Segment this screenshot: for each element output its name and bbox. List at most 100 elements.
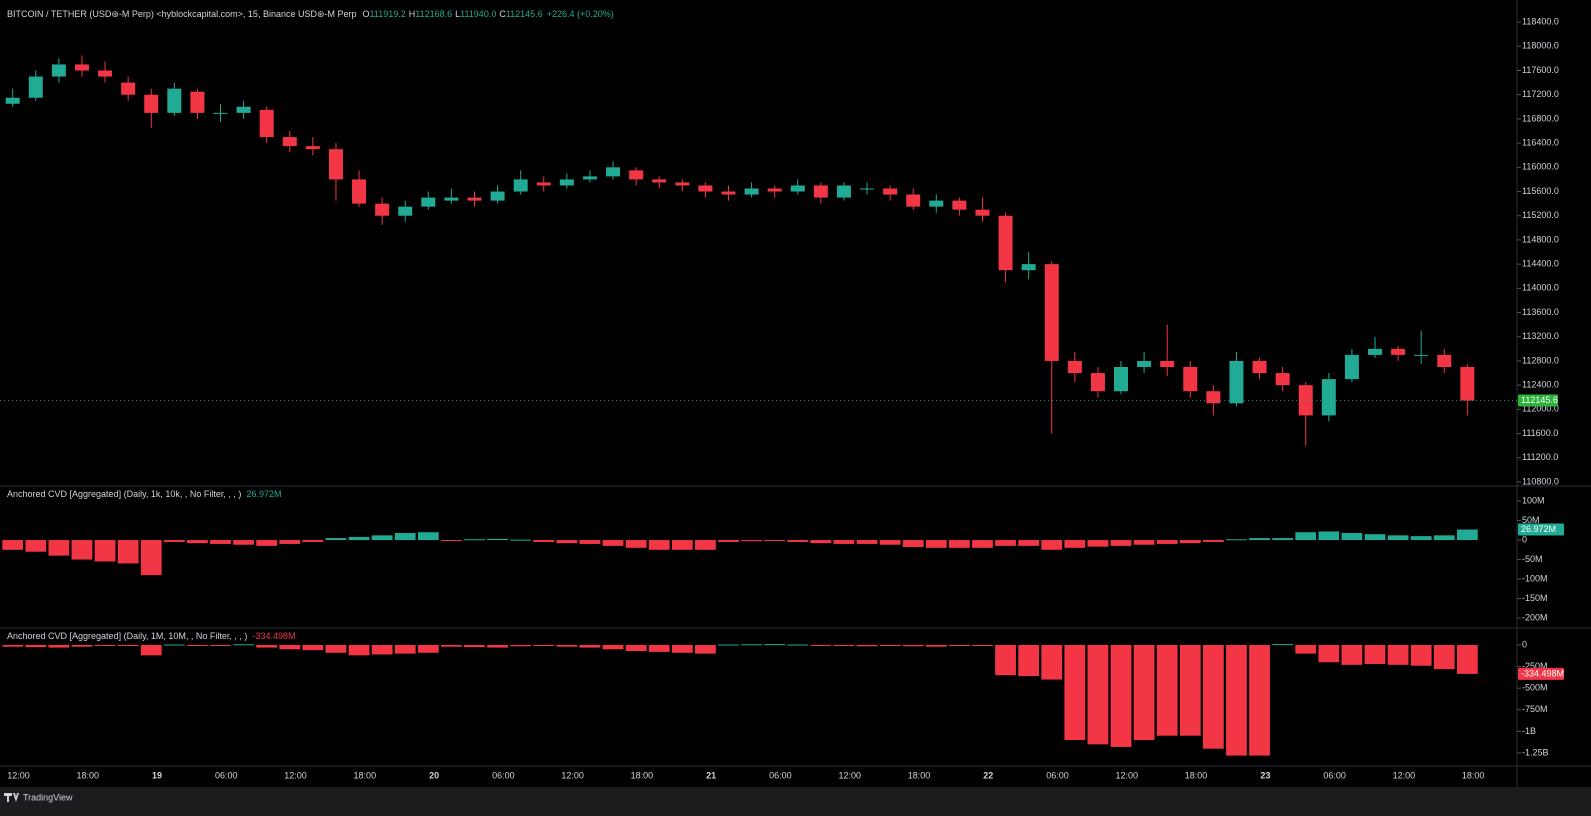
cvd-bar [2,540,24,550]
y-tick-label: -150M [1522,593,1548,603]
cvd-bar [256,644,278,648]
cvd-bar [1295,644,1317,654]
ohlc-key: H [409,9,416,19]
cvd-bar [718,540,739,542]
cvd-bar [741,540,762,542]
cvd-bar [602,644,624,650]
y-tick-label: 113200.0 [1522,331,1559,341]
cvd-bar [371,644,393,655]
cvd-bar [879,540,901,545]
cvd-bar [833,644,855,646]
cvd-bar [1179,540,1201,544]
y-tick-label: 110800.0 [1522,476,1559,486]
candle-body [975,209,990,216]
cvd-bar [48,644,70,648]
cvd-bar [2,644,24,647]
cvd-bar [441,540,462,542]
cvd-bar [741,644,762,646]
cvd-bar [256,540,278,546]
candle-body [1321,379,1336,416]
cvd-bar [1226,644,1247,756]
candle-body [1414,354,1429,356]
y-tick-label: -50M [1522,554,1543,564]
candle-body [1229,360,1244,404]
cvd-bar [1456,644,1478,674]
candle-body [352,179,367,204]
cvd-bar [810,644,832,646]
candle-body [467,197,482,201]
indicator-value: -334.498M [252,631,295,641]
cvd-bar [902,540,924,548]
cvd-bar [695,644,716,654]
last-value-tag [1518,523,1564,536]
watermark: TradingView [23,792,73,802]
cvd-bar [187,644,208,646]
cvd-bar [94,540,116,562]
cvd-bar [1179,644,1201,736]
x-tick-label: 21 [706,770,716,780]
x-tick-label: 12:00 [1116,770,1139,780]
cvd-bar [995,540,1016,546]
cvd-bar [856,540,878,544]
cvd-bar [695,540,716,550]
candle-body [606,167,621,177]
candle-body [144,94,159,113]
cvd-bar [671,644,693,653]
y-tick-label: 114800.0 [1522,234,1559,244]
cvd-bar [533,540,555,542]
candle-body [1183,367,1198,392]
candle-body [559,179,574,186]
cvd-bar [71,540,93,560]
cvd-bar [1410,536,1432,541]
candle-body [1021,264,1036,271]
indicator-header: Anchored CVD [Aggregated] (Daily, 1k, 10… [7,489,281,499]
x-tick-label: 18:00 [354,770,377,780]
candle-body [121,82,136,95]
footer-bar [0,787,1591,816]
cvd-bar [948,644,970,646]
y-tick-label: -500M [1522,683,1548,693]
cvd-bar [187,540,208,544]
price-change: +226.4 (+0.20%) [547,9,614,19]
cvd-bar [1456,529,1478,541]
candle-body [490,191,505,201]
cvd-bar [163,540,185,542]
cvd-bar [1202,540,1224,542]
last-value-label: 26.972M [1521,524,1556,534]
y-tick-label: 113600.0 [1522,307,1559,317]
cvd-bar [1018,644,1040,677]
y-tick-label: 115600.0 [1522,186,1559,196]
candle-body [860,188,875,190]
candle-body [1090,373,1105,392]
candle-body [51,64,66,77]
cvd-bar [348,644,370,656]
cvd-bar [117,644,139,646]
cvd-bar [1226,539,1247,541]
y-tick-label: -250M [1522,661,1548,671]
candle-body [5,97,20,104]
cvd-bar [1110,644,1132,747]
cvd-bar [1018,540,1040,546]
cvd-bar [579,644,601,648]
cvd-bar [787,540,809,542]
cvd-bar [371,535,393,541]
x-tick-label: 18:00 [1185,770,1208,780]
cvd-bar [1041,540,1063,550]
cvd-bar [556,540,578,544]
cvd-bar [163,644,185,646]
cvd-bar [671,540,693,550]
x-tick-label: 12:00 [838,770,861,780]
cvd-bar [487,644,508,648]
cvd-bar [325,644,347,653]
cvd-bar [1133,644,1155,741]
y-tick-label: 111600.0 [1522,428,1558,438]
cvd-bar [302,644,324,651]
cvd-bar [1272,538,1294,541]
cvd-bar [348,536,370,541]
cvd-bar [140,644,162,656]
cvd-bar [441,644,462,647]
ohlc-value: 112168.6 [415,9,452,19]
candle-body [259,109,274,138]
candle-body [929,200,944,207]
